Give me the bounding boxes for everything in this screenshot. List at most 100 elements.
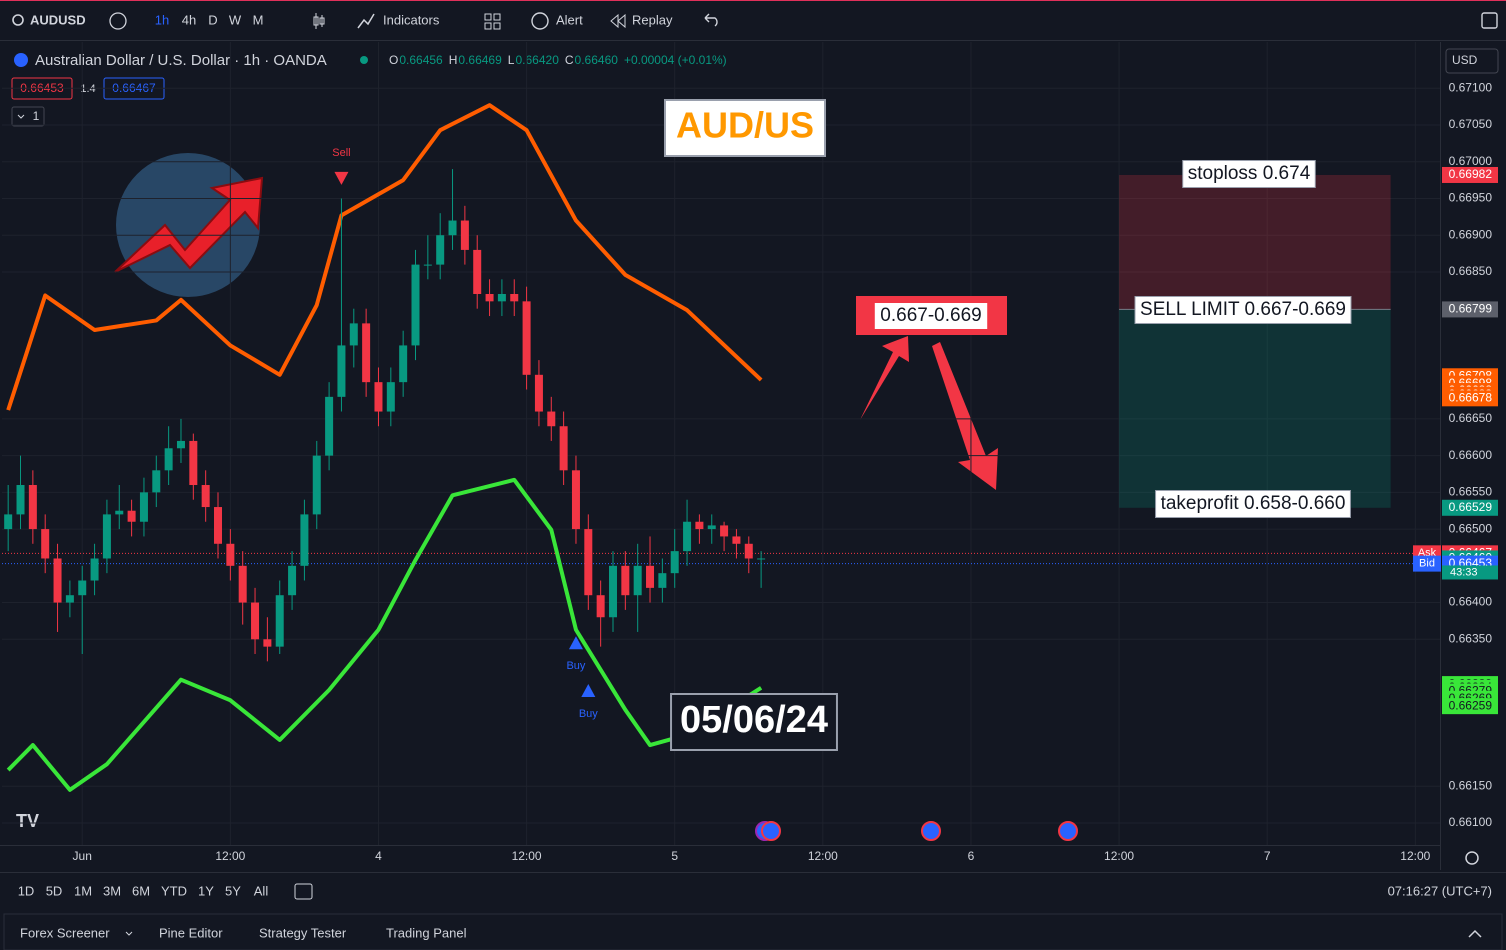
currency[interactable]: USD bbox=[1452, 53, 1478, 67]
panel-tab[interactable]: Strategy Tester bbox=[259, 925, 347, 940]
ohlc-key: L bbox=[508, 53, 515, 67]
event-icon[interactable] bbox=[921, 821, 941, 841]
range-label-box bbox=[873, 302, 989, 330]
date-label: 05/06/24 bbox=[680, 699, 828, 741]
y-tick-label: 0.66600 bbox=[1449, 448, 1493, 462]
target-zone bbox=[1119, 309, 1391, 508]
collapse-chevron[interactable] bbox=[1468, 929, 1482, 938]
spread: 1.4 bbox=[80, 83, 95, 95]
range-button[interactable]: 1M bbox=[74, 883, 92, 898]
candle-body bbox=[386, 382, 395, 412]
candle-body bbox=[78, 580, 87, 596]
price-tag-label: 0.66678 bbox=[1449, 390, 1493, 404]
date-range-icon[interactable] bbox=[294, 883, 313, 900]
stoploss-label-box bbox=[1182, 160, 1316, 188]
x-tick-label: 6 bbox=[968, 849, 975, 863]
panel-tab[interactable]: Pine Editor bbox=[159, 925, 223, 940]
candle-body bbox=[399, 345, 408, 383]
candle-body bbox=[720, 525, 729, 537]
y-tick-label: 0.66100 bbox=[1449, 815, 1493, 829]
symbol[interactable]: AUDUSD bbox=[30, 12, 86, 27]
undo-icon[interactable] bbox=[704, 13, 718, 27]
price-tag bbox=[1442, 166, 1498, 183]
panel-tab[interactable]: Trading Panel bbox=[386, 925, 467, 940]
interval[interactable]: 4h bbox=[182, 12, 196, 27]
replay-icon bbox=[610, 13, 626, 29]
range-button[interactable]: 3M bbox=[103, 883, 121, 898]
candle-body bbox=[152, 470, 161, 493]
interval[interactable]: D bbox=[208, 12, 217, 27]
lots[interactable]: 1 bbox=[33, 109, 40, 123]
candle-body bbox=[189, 440, 198, 486]
x-tick-label: 12:00 bbox=[512, 849, 542, 863]
stoploss-label: stoploss 0.674 bbox=[1188, 163, 1311, 184]
signal-marker bbox=[581, 683, 596, 697]
y-tick-label: 0.66550 bbox=[1449, 485, 1493, 499]
price-tag bbox=[1442, 499, 1498, 516]
candle-body bbox=[53, 558, 62, 603]
fullscreen-button[interactable] bbox=[1481, 12, 1498, 29]
signal-marker bbox=[334, 171, 349, 185]
indicators-button[interactable]: Indicators bbox=[383, 12, 440, 27]
candle-type-icon[interactable] bbox=[313, 13, 325, 29]
y-tick-label: 0.66950 bbox=[1449, 191, 1493, 205]
event-icon[interactable] bbox=[761, 821, 781, 841]
settings-icon[interactable] bbox=[1465, 851, 1479, 865]
layout-icon[interactable] bbox=[484, 13, 501, 30]
y-tick-label: 0.67100 bbox=[1449, 80, 1493, 94]
y-tick-label: 0.66850 bbox=[1449, 264, 1493, 278]
signal-label: Buy bbox=[579, 708, 598, 720]
interval[interactable]: W bbox=[229, 12, 242, 27]
interval[interactable]: 1h bbox=[155, 12, 169, 27]
range-button[interactable]: All bbox=[254, 883, 269, 898]
sell-limit-label: SELL LIMIT 0.667-0.669 bbox=[1140, 299, 1346, 320]
lots-box[interactable] bbox=[11, 106, 45, 127]
range-button[interactable]: 6M bbox=[132, 883, 150, 898]
candle-body bbox=[510, 293, 519, 302]
candle-body bbox=[90, 558, 99, 581]
compare-button[interactable] bbox=[109, 12, 127, 30]
currency-box[interactable] bbox=[1445, 48, 1499, 74]
candle-body bbox=[65, 595, 74, 603]
candle-body bbox=[349, 323, 358, 346]
alert-icon bbox=[531, 12, 549, 30]
range-button[interactable]: YTD bbox=[161, 883, 187, 898]
pair-label-box bbox=[663, 99, 827, 157]
range-button[interactable]: 5D bbox=[46, 883, 63, 898]
alert-button[interactable]: Alert bbox=[556, 12, 583, 27]
candle-body bbox=[646, 565, 655, 588]
candle-body bbox=[608, 565, 617, 618]
range-button[interactable]: 1D bbox=[18, 883, 35, 898]
price-tag-label: 0.66982 bbox=[1449, 167, 1493, 181]
tv-logo: TV bbox=[16, 811, 39, 831]
candle-body bbox=[28, 485, 37, 530]
candle-body bbox=[497, 293, 506, 302]
panel-tab[interactable]: Forex Screener bbox=[20, 925, 110, 940]
range-button[interactable]: 5Y bbox=[225, 883, 241, 898]
range-button[interactable]: 1Y bbox=[198, 883, 214, 898]
legend-title: Australian Dollar / U.S. Dollar · 1h · O… bbox=[35, 52, 327, 69]
candle-body bbox=[473, 249, 482, 294]
x-tick-label: 12:00 bbox=[808, 849, 838, 863]
ohlc-value: 0.66460 bbox=[575, 53, 619, 67]
price-tag-label: 0.66259 bbox=[1449, 698, 1493, 712]
ohlc-key: C bbox=[565, 53, 574, 67]
candle-body bbox=[411, 264, 420, 346]
candle-body bbox=[312, 455, 321, 515]
interval[interactable]: M bbox=[253, 12, 264, 27]
replay-button[interactable]: Replay bbox=[632, 12, 673, 27]
y-tick-label: 0.66500 bbox=[1449, 521, 1493, 535]
candle-body bbox=[127, 510, 136, 522]
ohlc-value: 0.66420 bbox=[515, 53, 559, 67]
candle-body bbox=[658, 573, 667, 588]
event-icon[interactable] bbox=[1058, 821, 1078, 841]
candle-body bbox=[201, 485, 210, 508]
candle-body bbox=[757, 558, 766, 560]
logo-circle bbox=[116, 153, 260, 297]
logo bbox=[114, 153, 264, 297]
x-tick-label: 12:00 bbox=[1104, 849, 1134, 863]
y-tick-label: 0.66150 bbox=[1449, 778, 1493, 792]
price-tag-label: 0.66529 bbox=[1449, 500, 1493, 514]
